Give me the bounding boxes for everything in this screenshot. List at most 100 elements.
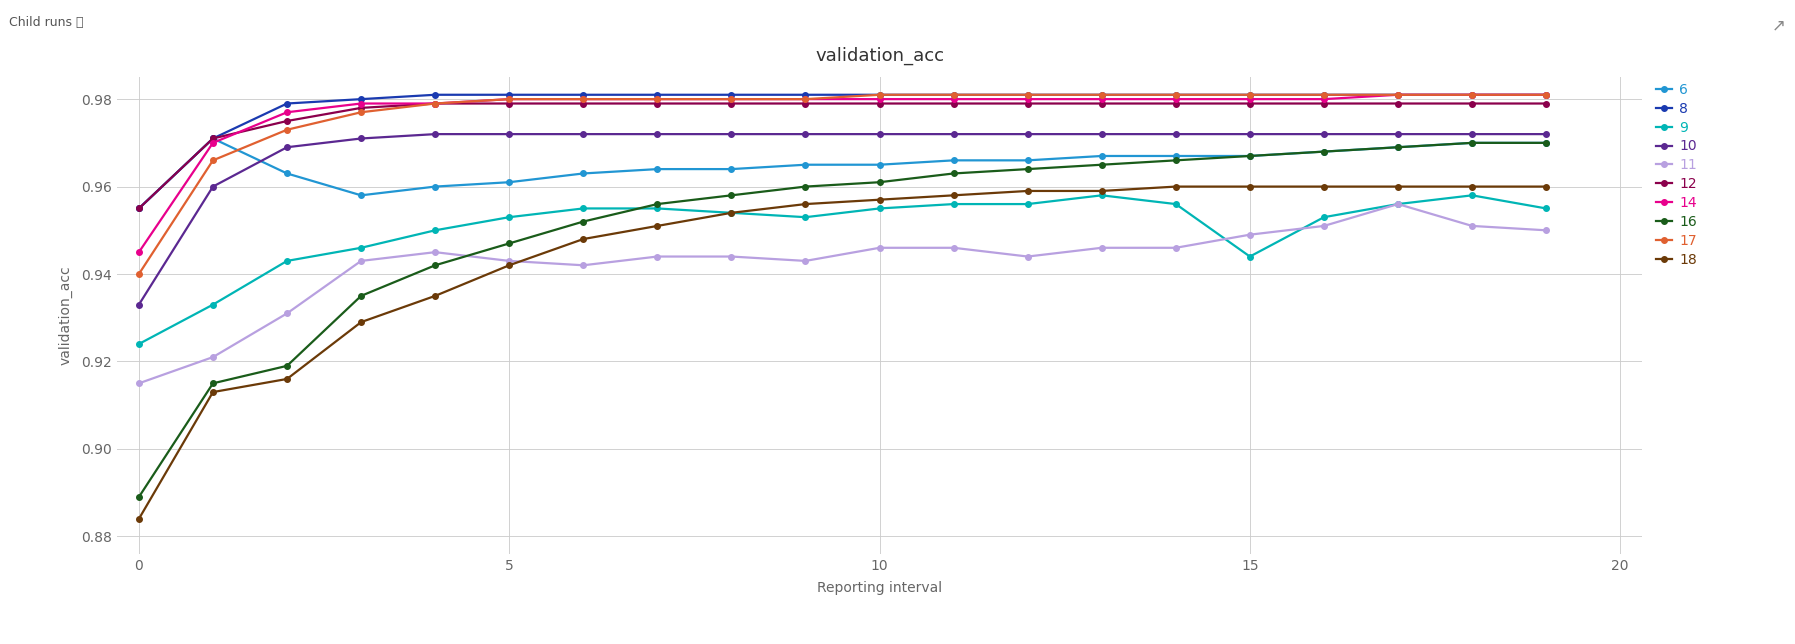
9 (942, 200, 964, 208)
11 (942, 244, 964, 252)
12 (499, 100, 521, 108)
6 (1165, 152, 1186, 160)
11 (720, 252, 741, 260)
16 (1461, 139, 1483, 147)
16 (1388, 144, 1409, 151)
14 (942, 95, 964, 103)
17 (1091, 91, 1113, 99)
11 (1461, 222, 1483, 230)
11 (1018, 252, 1039, 260)
16 (1018, 166, 1039, 173)
10 (1461, 130, 1483, 138)
8 (646, 91, 668, 99)
11 (1239, 231, 1260, 238)
11 (1388, 200, 1409, 208)
14 (869, 95, 890, 103)
10 (942, 130, 964, 138)
6 (1314, 147, 1335, 155)
14 (1018, 95, 1039, 103)
Line: 17: 17 (136, 92, 1549, 277)
10 (1091, 130, 1113, 138)
6 (869, 161, 890, 169)
9 (1091, 191, 1113, 199)
17 (499, 95, 521, 103)
9 (795, 213, 817, 221)
17 (1314, 91, 1335, 99)
8 (276, 100, 298, 108)
18 (1314, 183, 1335, 191)
6 (499, 178, 521, 186)
18 (1535, 183, 1556, 191)
6 (1091, 152, 1113, 160)
17 (869, 91, 890, 99)
10 (424, 130, 445, 138)
14 (1091, 95, 1113, 103)
Line: 6: 6 (136, 136, 1549, 211)
14 (424, 100, 445, 108)
10 (1239, 130, 1260, 138)
9 (1388, 200, 1409, 208)
Line: 18: 18 (136, 184, 1549, 522)
10 (869, 130, 890, 138)
14 (276, 108, 298, 116)
11 (424, 249, 445, 256)
14 (127, 249, 149, 256)
14 (203, 139, 224, 147)
18 (424, 292, 445, 299)
18 (573, 235, 594, 243)
16 (573, 218, 594, 225)
Line: 9: 9 (136, 193, 1549, 346)
8 (424, 91, 445, 99)
10 (646, 130, 668, 138)
14 (1388, 91, 1409, 99)
17 (350, 108, 372, 116)
18 (1091, 187, 1113, 195)
16 (1535, 139, 1556, 147)
6 (1388, 144, 1409, 151)
12 (203, 135, 224, 142)
8 (573, 91, 594, 99)
8 (942, 91, 964, 99)
X-axis label: Reporting interval: Reporting interval (817, 581, 942, 595)
8 (1535, 91, 1556, 99)
Title: validation_acc: validation_acc (815, 46, 944, 65)
11 (1165, 244, 1186, 252)
8 (1018, 91, 1039, 99)
16 (646, 200, 668, 208)
18 (276, 375, 298, 383)
18 (127, 515, 149, 523)
11 (869, 244, 890, 252)
9 (127, 340, 149, 348)
10 (350, 135, 372, 142)
12 (1314, 100, 1335, 108)
12 (573, 100, 594, 108)
11 (1535, 227, 1556, 234)
Y-axis label: validation_acc: validation_acc (59, 266, 72, 365)
18 (1018, 187, 1039, 195)
11 (1314, 222, 1335, 230)
18 (942, 191, 964, 199)
8 (1461, 91, 1483, 99)
18 (869, 196, 890, 204)
8 (203, 135, 224, 142)
9 (276, 257, 298, 265)
17 (1461, 91, 1483, 99)
12 (276, 117, 298, 125)
10 (795, 130, 817, 138)
10 (203, 183, 224, 191)
6 (276, 169, 298, 177)
6 (203, 135, 224, 142)
12 (424, 100, 445, 108)
6 (942, 156, 964, 164)
18 (1461, 183, 1483, 191)
11 (203, 353, 224, 361)
16 (1239, 152, 1260, 160)
9 (1239, 252, 1260, 260)
Line: 14: 14 (136, 92, 1549, 255)
12 (1018, 100, 1039, 108)
8 (350, 95, 372, 103)
11 (127, 379, 149, 387)
6 (1535, 139, 1556, 147)
14 (795, 95, 817, 103)
8 (127, 205, 149, 213)
